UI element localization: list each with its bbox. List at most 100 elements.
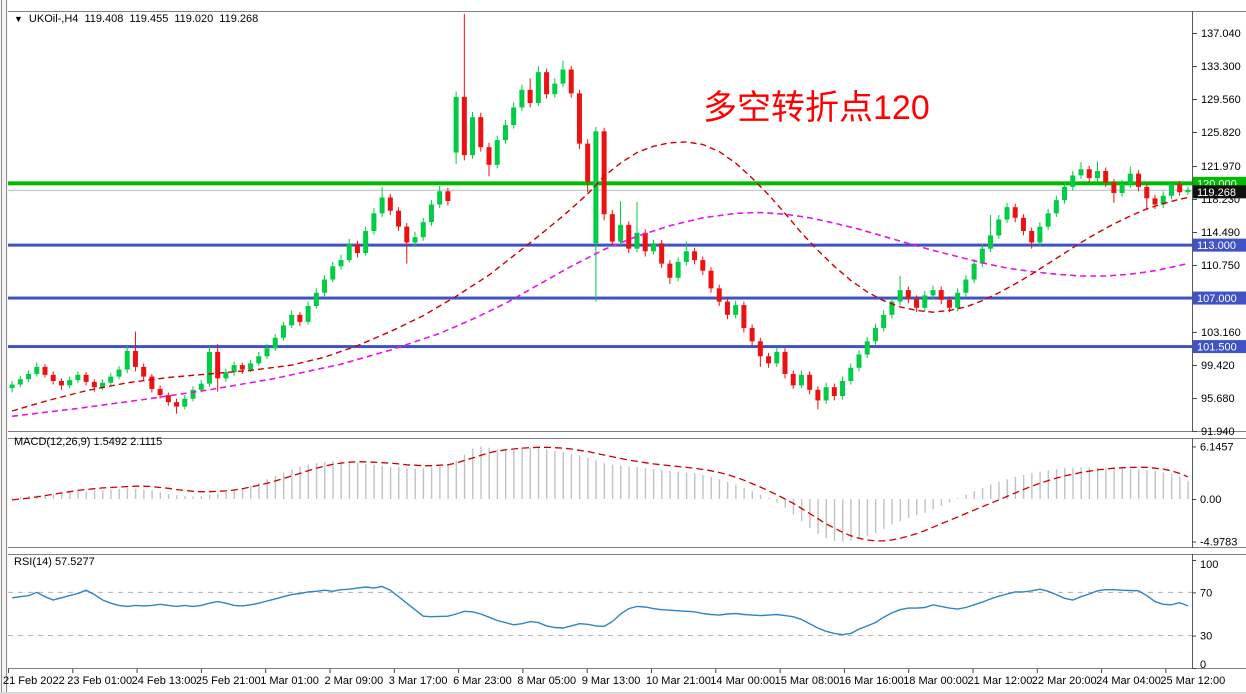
candle-bull	[470, 117, 476, 156]
chart-text-annotation[interactable]: 多空转折点120	[703, 89, 930, 127]
candle-bull	[223, 372, 229, 379]
candle-bull	[338, 260, 344, 267]
macd-histogram-bar	[414, 468, 416, 499]
candle-bull	[634, 232, 640, 249]
quote-high: 119.455	[129, 13, 169, 25]
macd-histogram-bar	[307, 464, 310, 499]
macd-histogram-bar	[521, 448, 523, 499]
hline-120.000[interactable]	[8, 181, 1192, 186]
candle-bull	[305, 305, 311, 322]
macd-histogram-bar	[866, 499, 869, 537]
time-tick-label: 16 Mar 16:00	[839, 675, 904, 687]
left-edge-line	[6, 0, 7, 694]
candle-bear	[387, 197, 393, 211]
candle-bear	[404, 226, 410, 243]
price-tick	[1192, 65, 1197, 67]
time-tick	[843, 669, 845, 673]
macd-histogram-bar	[1154, 470, 1156, 499]
macd-histogram-bar	[373, 464, 375, 499]
candle-bull	[116, 369, 122, 377]
price-tick-label: 133.300	[1201, 61, 1241, 73]
rsi-tick-label: 30	[1200, 631, 1212, 643]
candle-bull	[371, 213, 377, 231]
macd-histogram-bar	[800, 499, 803, 522]
macd-histogram-bar	[110, 489, 112, 499]
macd-histogram-bar	[324, 462, 326, 499]
macd-histogram-bar	[973, 491, 976, 499]
macd-tick-label: 0.00	[1200, 494, 1221, 506]
macd-histogram-bar	[208, 494, 211, 499]
time-tick	[136, 669, 138, 673]
candle-bull	[412, 237, 418, 243]
macd-histogram-bar	[1031, 473, 1033, 499]
candle-bull	[1053, 200, 1059, 214]
price-badge-107.000-bg	[1193, 291, 1246, 305]
macd-histogram-bar	[833, 499, 836, 541]
rsi-name: RSI(14)	[14, 556, 52, 568]
price-tick-label: 125.820	[1201, 127, 1241, 139]
candle-bull	[34, 366, 40, 374]
candle-bull	[650, 243, 656, 252]
candle-bear	[626, 224, 632, 249]
macd-histogram-bar	[167, 493, 170, 499]
candle-bear	[239, 365, 245, 370]
macd-histogram-bar	[299, 466, 301, 499]
time-tick-label: 21 Feb 2022	[3, 675, 65, 687]
panel-separator[interactable]	[8, 554, 1246, 555]
hline-107.000[interactable]	[8, 296, 1192, 300]
macd-histogram-bar	[957, 498, 959, 500]
candle-bull	[190, 389, 196, 399]
macd-indicator-label: MACD(12,26,9) 1.5492 2.1115	[14, 436, 162, 448]
price-tick	[1192, 198, 1197, 200]
macd-histogram-bar	[817, 499, 819, 535]
price-tick	[1192, 165, 1197, 167]
macd-scale-line[interactable]	[1192, 438, 1193, 548]
candle-bear	[297, 314, 303, 322]
hline-113.000[interactable]	[8, 243, 1192, 247]
rsi-value: 57.5277	[54, 556, 95, 568]
candle-bear	[445, 191, 451, 201]
left-edge-line	[1, 0, 2, 694]
candle-bull	[823, 387, 829, 401]
macd-histogram-bar	[151, 490, 153, 499]
rsi-line	[12, 585, 1189, 636]
candle-bull	[1119, 184, 1125, 194]
candle-bull	[774, 351, 780, 364]
main-panel-top-border	[8, 11, 1246, 12]
time-tick	[393, 669, 395, 673]
candle-bull	[1185, 189, 1191, 193]
candle-bear	[83, 374, 89, 382]
window-bottom-edge	[0, 692, 1246, 694]
candle-bull	[988, 235, 994, 249]
time-tick	[1165, 669, 1167, 673]
panel-separator[interactable]	[8, 438, 1246, 439]
time-tick-label: 25 Feb 21:00	[196, 675, 261, 687]
macd-tick	[1192, 446, 1196, 448]
candle-bull	[494, 140, 500, 165]
hline-101.500[interactable]	[8, 345, 1192, 349]
macd-histogram-bar	[1138, 469, 1140, 499]
macd-histogram-bar	[1170, 474, 1173, 499]
macd-signal-line	[12, 446, 1189, 542]
macd-histogram-bar	[768, 498, 770, 500]
panel-separator[interactable]	[8, 431, 1246, 432]
candle-bull	[511, 107, 517, 126]
macd-histogram-bar	[496, 449, 499, 499]
macd-histogram-bar	[932, 499, 934, 510]
macd-histogram-bar	[965, 494, 967, 499]
macd-histogram-bar	[850, 499, 852, 541]
macd-tick	[1192, 541, 1196, 543]
panel-separator[interactable]	[8, 547, 1246, 548]
rsi-scale-line[interactable]	[1192, 554, 1193, 669]
chevron-down-icon[interactable]: ▼	[14, 14, 23, 24]
macd-histogram-bar	[578, 455, 581, 499]
time-tick	[715, 669, 717, 673]
macd-histogram-bar	[685, 472, 688, 499]
price-scale-line[interactable]	[1192, 11, 1193, 431]
time-tick-label: 24 Feb 13:00	[132, 675, 197, 687]
candle-bull	[17, 379, 23, 385]
candle-bear	[724, 301, 730, 315]
window-left-edge	[0, 0, 8, 694]
